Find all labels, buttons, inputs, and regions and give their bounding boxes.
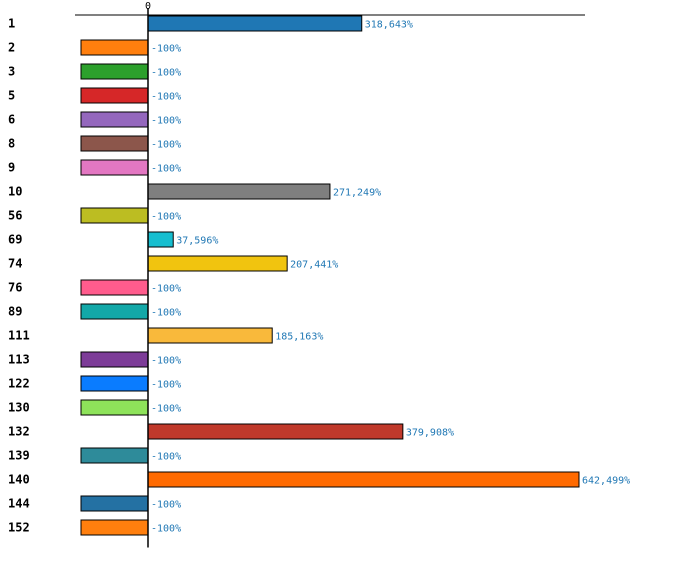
category-label-139: 139 — [8, 449, 30, 463]
category-label-140: 140 — [8, 473, 30, 487]
category-label-1: 1 — [8, 17, 15, 31]
bar-132 — [147, 423, 404, 440]
bar-140 — [147, 471, 580, 488]
bar-2 — [80, 39, 149, 56]
bar-9 — [80, 159, 149, 176]
category-label-122: 122 — [8, 377, 30, 391]
value-label-132: 379,908% — [406, 428, 454, 439]
value-label-122: -100% — [151, 380, 181, 391]
value-label-56: -100% — [151, 212, 181, 223]
category-label-10: 10 — [8, 185, 22, 199]
bar-56 — [80, 207, 149, 224]
value-label-9: -100% — [151, 164, 181, 175]
category-label-6: 6 — [8, 113, 15, 127]
category-label-8: 8 — [8, 137, 15, 151]
value-label-130: -100% — [151, 404, 181, 415]
bar-130 — [80, 399, 149, 416]
bar-69 — [147, 231, 174, 248]
category-label-111: 111 — [8, 329, 30, 343]
bar-76 — [80, 279, 149, 296]
value-label-5: -100% — [151, 92, 181, 103]
category-label-113: 113 — [8, 353, 30, 367]
value-label-2: -100% — [151, 44, 181, 55]
bar-10 — [147, 183, 331, 200]
category-label-5: 5 — [8, 89, 15, 103]
category-label-152: 152 — [8, 521, 30, 535]
value-label-111: 185,163% — [275, 332, 323, 343]
category-label-89: 89 — [8, 305, 22, 319]
category-label-130: 130 — [8, 401, 30, 415]
category-label-69: 69 — [8, 233, 22, 247]
value-label-6: -100% — [151, 116, 181, 127]
category-label-144: 144 — [8, 497, 30, 511]
value-label-8: -100% — [151, 140, 181, 151]
bar-8 — [80, 135, 149, 152]
category-label-2: 2 — [8, 41, 15, 55]
value-label-144: -100% — [151, 500, 181, 511]
bar-1 — [147, 15, 363, 32]
category-label-3: 3 — [8, 65, 15, 79]
bar-113 — [80, 351, 149, 368]
value-label-76: -100% — [151, 284, 181, 295]
value-label-140: 642,499% — [582, 476, 630, 487]
bar-139 — [80, 447, 149, 464]
value-label-139: -100% — [151, 452, 181, 463]
category-label-132: 132 — [8, 425, 30, 439]
value-label-152: -100% — [151, 524, 181, 535]
value-label-1: 318,643% — [365, 20, 413, 31]
value-label-10: 271,249% — [333, 188, 381, 199]
bar-3 — [80, 63, 149, 80]
bar-111 — [147, 327, 273, 344]
bar-5 — [80, 87, 149, 104]
category-label-76: 76 — [8, 281, 22, 295]
category-labels-group: 1235689105669747689111113122130132139140… — [8, 17, 30, 535]
bar-89 — [80, 303, 149, 320]
value-label-69: 37,596% — [176, 236, 218, 247]
bar-122 — [80, 375, 149, 392]
category-label-74: 74 — [8, 257, 22, 271]
value-label-74: 207,441% — [290, 260, 338, 271]
bar-152 — [80, 519, 149, 536]
bar-144 — [80, 495, 149, 512]
value-label-113: -100% — [151, 356, 181, 367]
value-labels-group: 318,643% -100% -100% -100% -100% -100% -100% 27… — [151, 20, 630, 535]
bar-6 — [80, 111, 149, 128]
category-label-56: 56 — [8, 209, 22, 223]
value-label-3: -100% — [151, 68, 181, 79]
bar-74 — [147, 255, 288, 272]
category-label-9: 9 — [8, 161, 15, 175]
zero-tick-label: 0 — [145, 1, 151, 12]
value-label-89: -100% — [151, 308, 181, 319]
